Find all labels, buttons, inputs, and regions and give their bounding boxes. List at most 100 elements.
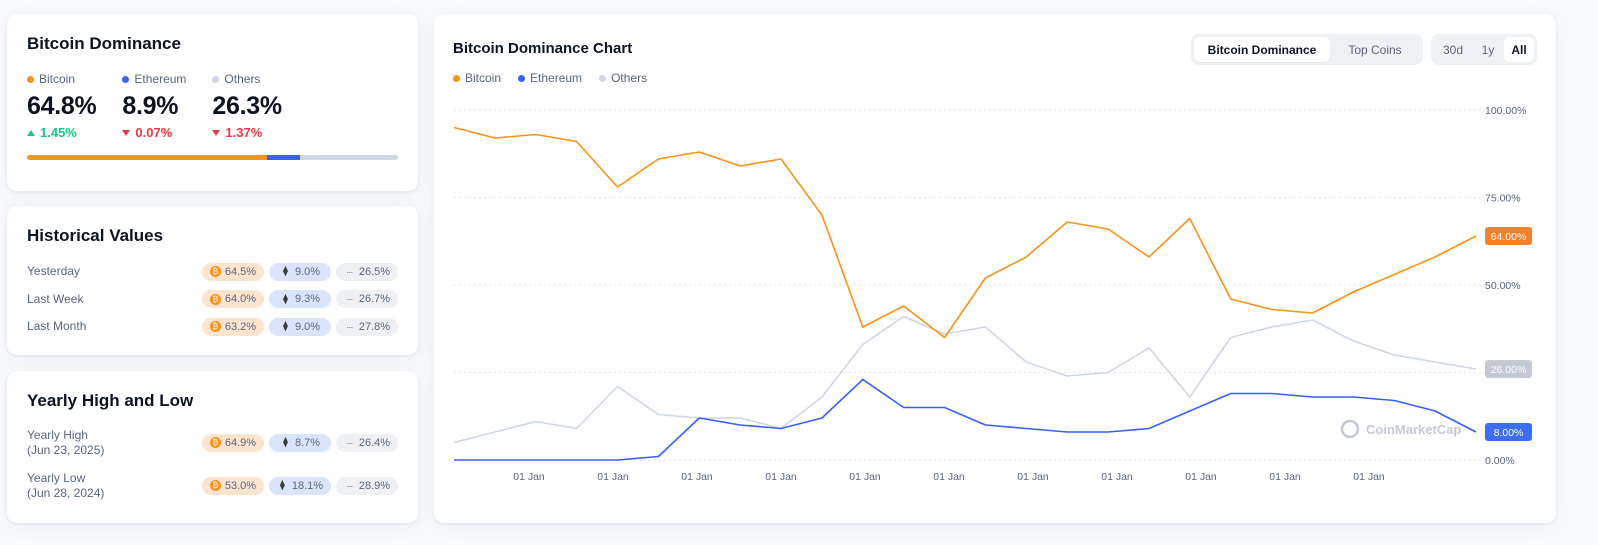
row-date: (Jun 23, 2025) xyxy=(27,442,105,457)
end-label-box xyxy=(1485,227,1532,245)
pill-value: 63.2% xyxy=(224,320,257,333)
yearly-title: Yearly High and Low xyxy=(27,391,194,410)
caret-down-icon xyxy=(122,129,131,136)
dominance-title: Bitcoin Dominance xyxy=(27,34,181,53)
range-selector: 30d 1y All xyxy=(1431,34,1537,65)
x-tick-label: 01 Jan xyxy=(1185,471,1217,483)
pill-value: 53.0% xyxy=(224,479,257,492)
eth-pill: ⧫ 18.1% xyxy=(269,476,331,495)
caret-up-icon xyxy=(27,129,35,136)
ethereum-icon: ⧫ xyxy=(282,266,288,278)
dominance-values: Bitcoin 64.8% 1.45% Ethereum 8.9% 0.07% … xyxy=(27,72,398,140)
chart-card: Bitcoin Dominance Chart Bitcoin Ethereum… xyxy=(434,14,1556,523)
pill-value: 64.5% xyxy=(224,265,257,278)
legend-item-others[interactable]: Others xyxy=(599,71,647,85)
yearly-row: Yearly Low (Jun 28, 2024) ₿ 53.0% ⧫ 18.1% ·… xyxy=(27,464,398,507)
tab-top-coins[interactable]: Top Coins xyxy=(1348,42,1402,57)
eth-pill: ⧫ 9.0% xyxy=(269,317,331,336)
chart-legend: Bitcoin Ethereum Others xyxy=(453,71,647,85)
row-label: Last Week xyxy=(27,291,84,306)
dominance-change: 1.45% xyxy=(40,125,77,140)
pill-value: 9.3% xyxy=(294,293,321,306)
pill-value: 64.0% xyxy=(224,293,257,306)
ethereum-icon: ⧫ xyxy=(279,480,285,491)
x-tick-label: 01 Jan xyxy=(849,471,881,483)
historical-row: Last Month ₿ 63.2% ⧫ 9.0% ··· 27.8% xyxy=(27,313,398,341)
pill-value: 28.9% xyxy=(358,479,391,492)
others-pill: ··· 26.7% xyxy=(336,290,398,309)
ethereum-icon: ⧫ xyxy=(282,293,288,305)
coinmarketcap-logo-icon xyxy=(1340,419,1360,439)
dominance-bar xyxy=(27,155,398,160)
x-tick-label: 01 Jan xyxy=(1017,471,1049,483)
caret-down-icon xyxy=(212,129,221,136)
historical-card: Historical Values Yesterday ₿ 64.5% ⧫ 9.0%… xyxy=(7,206,418,355)
historical-row: Last Week ₿ 64.0% ⧫ 9.3% ··· 26.7% xyxy=(27,286,398,314)
x-tick-label: 01 Jan xyxy=(1101,471,1133,483)
dominance-change: 0.07% xyxy=(135,125,173,140)
x-tick-label: 01 Jan xyxy=(933,471,965,483)
end-label-box xyxy=(1485,360,1532,378)
end-label-ethereum: 8.00% xyxy=(1494,427,1524,439)
bitcoin-icon: ₿ xyxy=(209,437,221,448)
dominance-bitcoin: Bitcoin 64.8% 1.45% xyxy=(27,72,97,140)
pill-value: 9.0% xyxy=(294,320,321,333)
legend-label: Ethereum xyxy=(530,71,583,85)
more-icon: ··· xyxy=(346,480,353,491)
historical-title: Historical Values xyxy=(27,226,164,245)
x-tick-label: 01 Jan xyxy=(681,471,713,483)
bitcoin-icon: ₿ xyxy=(209,293,221,305)
others-pill: ··· 26.4% xyxy=(336,433,398,452)
series-line-others xyxy=(453,315,1477,444)
range-all-button[interactable]: All xyxy=(1504,37,1534,62)
range-30d-button[interactable]: 30d xyxy=(1442,42,1464,57)
series-line-bitcoin xyxy=(453,126,1477,339)
dominance-value: 8.9% xyxy=(122,92,179,120)
end-label-others: 26.00% xyxy=(1491,364,1527,376)
ethereum-icon: ⧫ xyxy=(282,321,288,333)
dominance-bar-segment-0 xyxy=(27,155,268,160)
bitcoin-icon: ₿ xyxy=(209,480,221,491)
others-pill: ··· 26.5% xyxy=(336,262,398,281)
legend-item-ethereum[interactable]: Ethereum xyxy=(518,71,582,85)
pill-value: 27.8% xyxy=(358,320,391,333)
bitcoin-icon: ₿ xyxy=(209,321,221,333)
pill-value: 64.9% xyxy=(224,436,257,449)
others-dot-icon xyxy=(599,74,607,82)
end-label-bitcoin: 64.00% xyxy=(1491,231,1527,243)
eth-pill: ⧫ 8.7% xyxy=(269,433,331,452)
others-pill: ··· 28.9% xyxy=(336,476,398,495)
pill-value: 8.7% xyxy=(294,436,321,449)
ethereum-icon: ⧫ xyxy=(282,437,288,448)
more-icon: ··· xyxy=(346,321,353,332)
x-tick-label: 01 Jan xyxy=(765,471,797,483)
ethereum-dot-icon xyxy=(122,75,130,83)
row-label: Yearly Low xyxy=(27,470,86,485)
bitcoin-dot-icon xyxy=(27,75,34,83)
dominance-label: Others xyxy=(224,72,261,86)
dominance-label: Bitcoin xyxy=(39,72,76,86)
legend-label: Bitcoin xyxy=(465,71,502,85)
legend-item-bitcoin[interactable]: Bitcoin xyxy=(453,71,501,85)
row-label: Last Month xyxy=(27,319,87,334)
tab-bitcoin-dominance[interactable]: Bitcoin Dominance xyxy=(1194,37,1330,62)
others-pill: ··· 27.8% xyxy=(336,317,398,336)
yearly-row: Yearly High (Jun 23, 2025) ₿ 64.9% ⧫ 8.7% ·… xyxy=(27,421,398,464)
eth-pill: ⧫ 9.3% xyxy=(269,290,331,309)
btc-pill: ₿ 64.0% xyxy=(202,290,264,309)
chart-type-toggle: Bitcoin Dominance Top Coins xyxy=(1191,34,1423,65)
range-1y-button[interactable]: 1y xyxy=(1481,42,1495,57)
yearly-card: Yearly High and Low Yearly High (Jun 23, … xyxy=(7,371,418,523)
series-line-ethereum xyxy=(454,378,1477,461)
row-label: Yesterday xyxy=(27,264,80,279)
y-tick-label: 0.00% xyxy=(1485,455,1515,467)
ethereum-dot-icon xyxy=(518,74,526,82)
btc-pill: ₿ 64.9% xyxy=(202,433,264,452)
dominance-others: Others 26.3% 1.37% xyxy=(212,72,282,140)
x-tick-label: 01 Jan xyxy=(597,471,629,483)
dominance-label: Ethereum xyxy=(134,72,187,86)
dominance-bar-segment-1 xyxy=(267,155,301,160)
more-icon: ··· xyxy=(346,437,353,448)
dominance-bar-segment-2 xyxy=(300,155,398,160)
